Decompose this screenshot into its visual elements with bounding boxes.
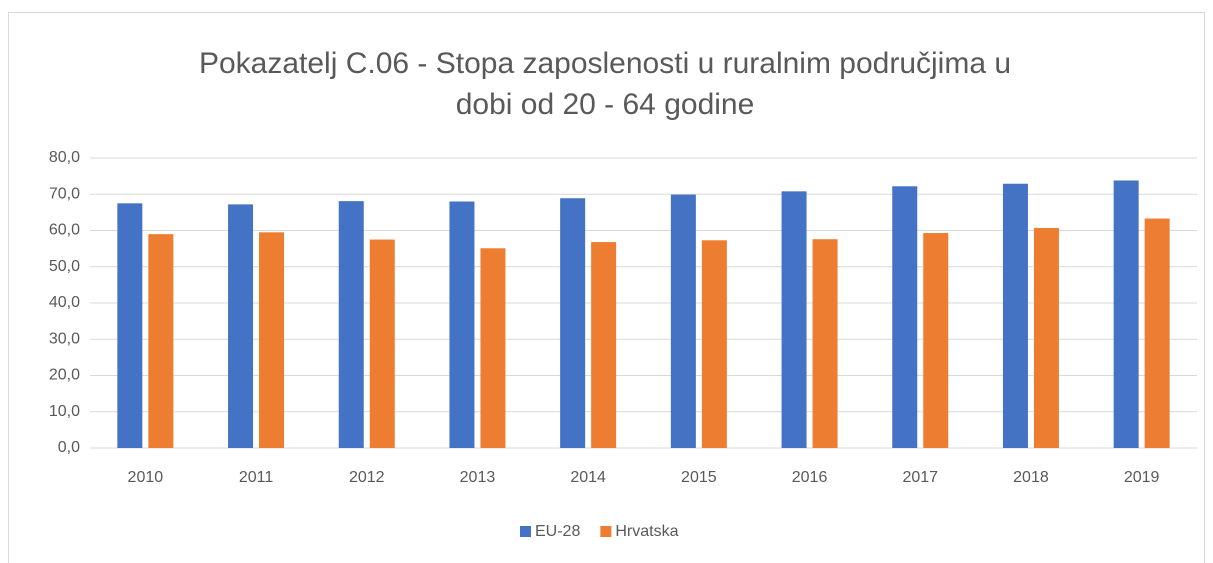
legend-swatch xyxy=(520,526,531,537)
x-tick-label: 2012 xyxy=(349,469,385,486)
x-tick-label: 2018 xyxy=(1013,469,1049,486)
x-tick-label: 2010 xyxy=(128,469,164,486)
x-tick-label: 2015 xyxy=(681,469,717,486)
bar xyxy=(1113,180,1139,448)
bar xyxy=(591,242,617,448)
x-tick-label: 2014 xyxy=(570,469,606,486)
bar xyxy=(923,233,949,448)
bar xyxy=(701,240,727,448)
bar xyxy=(1033,227,1059,448)
bar xyxy=(560,198,586,448)
legend-swatch xyxy=(600,526,612,537)
x-tick-label: 2019 xyxy=(1124,469,1160,486)
x-tick-label: 2016 xyxy=(792,469,828,486)
x-tick-label: 2011 xyxy=(239,469,274,486)
y-tick-label: 50,0 xyxy=(49,258,80,275)
y-tick-label: 80,0 xyxy=(49,149,80,166)
y-tick-label: 60,0 xyxy=(49,222,80,239)
bar xyxy=(781,191,807,448)
bar xyxy=(449,201,475,448)
bar xyxy=(228,204,254,448)
bar xyxy=(480,248,506,448)
x-tick-label: 2013 xyxy=(460,469,496,486)
bar xyxy=(1144,218,1170,448)
bar xyxy=(1002,183,1028,449)
y-tick-label: 0,0 xyxy=(58,439,80,456)
y-tick-label: 10,0 xyxy=(49,403,80,420)
chart-title: Pokazatelj C.06 - Stopa zaposlenosti u r… xyxy=(199,47,1011,80)
bar xyxy=(148,234,174,448)
bar xyxy=(812,239,838,448)
bar xyxy=(892,186,918,448)
x-tick-label: 2017 xyxy=(902,469,938,486)
bar xyxy=(670,194,696,448)
bar xyxy=(259,232,285,448)
bar xyxy=(117,203,143,448)
y-tick-label: 20,0 xyxy=(49,367,80,384)
y-tick-label: 40,0 xyxy=(49,294,80,311)
y-tick-label: 30,0 xyxy=(49,330,80,347)
legend-label: Hrvatska xyxy=(615,523,678,540)
chart-title: dobi od 20 - 64 godine xyxy=(456,88,755,121)
bar xyxy=(369,239,395,448)
legend-label: EU-28 xyxy=(535,523,580,540)
y-tick-label: 70,0 xyxy=(49,185,80,202)
bar xyxy=(338,201,364,448)
